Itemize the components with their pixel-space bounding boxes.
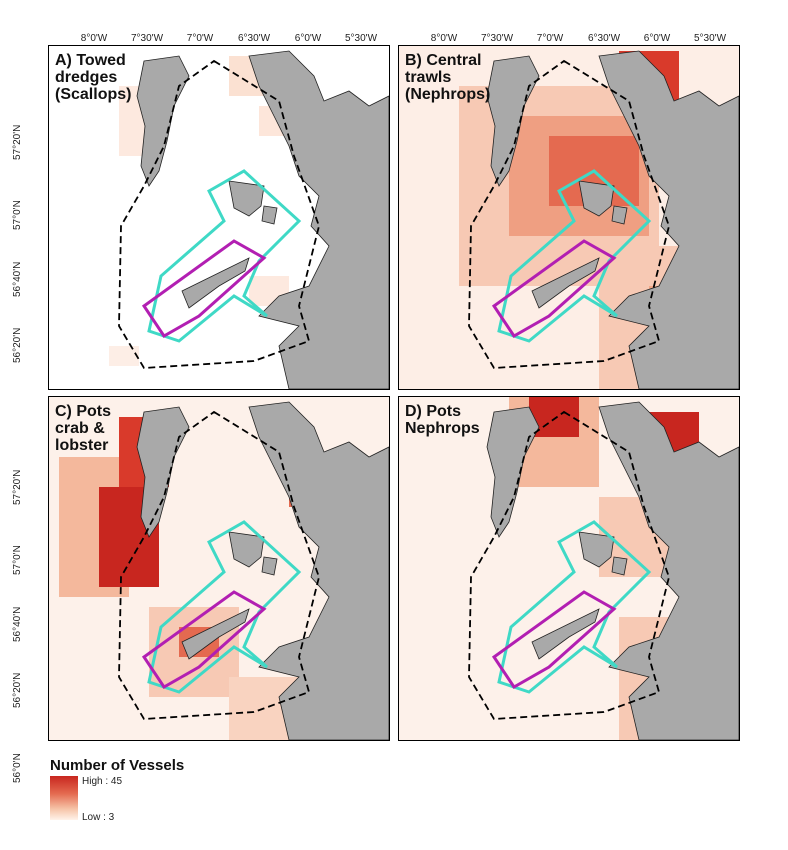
legend-high-label: High : 45	[82, 776, 123, 787]
lon-label: 7°0'W	[536, 33, 564, 44]
legend-low-label: Low : 3	[82, 812, 115, 823]
lat-label: 56°40'N	[12, 261, 23, 297]
lon-label: 8°0'W	[430, 33, 458, 44]
magenta-boundary	[491, 590, 617, 689]
land-mass	[136, 50, 389, 389]
map-panel-a: A) Towed dredges (Scallops)	[48, 45, 390, 390]
legend-title: Number of Vessels	[50, 757, 185, 774]
cyan-boundary	[147, 520, 302, 694]
lat-label: 57°20'N	[12, 469, 23, 505]
lon-label: 6°0'W	[294, 33, 322, 44]
map-panel-d: D) Pots Nephrops	[398, 396, 740, 741]
lat-label: 57°20'N	[12, 124, 23, 160]
lon-label: 6°30'W	[237, 33, 271, 44]
land-mass	[486, 50, 739, 389]
map-panel-b: B) Central trawls (Nephrops)	[398, 45, 740, 390]
lon-label: 7°30'W	[480, 33, 514, 44]
land-mass	[486, 401, 739, 740]
land-mass	[136, 401, 389, 740]
legend-color-ramp	[50, 776, 78, 820]
panel-title: C) Pots crab & lobster	[55, 403, 111, 454]
outer-boundary	[468, 410, 670, 720]
lat-label: 56°40'N	[12, 606, 23, 642]
lat-label: 57°0'N	[12, 200, 23, 230]
outer-boundary	[468, 59, 670, 369]
lon-label: 6°30'W	[587, 33, 621, 44]
outer-boundary	[118, 59, 320, 369]
cyan-boundary	[497, 520, 652, 694]
lon-label: 8°0'W	[80, 33, 108, 44]
lon-label: 6°0'W	[643, 33, 671, 44]
map-d-svg	[399, 397, 739, 740]
cyan-boundary	[497, 169, 652, 343]
lon-label: 7°0'W	[186, 33, 214, 44]
lat-label: 56°20'N	[12, 327, 23, 363]
outer-boundary	[118, 410, 320, 720]
lat-label: 56°20'N	[12, 672, 23, 708]
magenta-boundary	[141, 590, 267, 689]
lon-label: 7°30'W	[130, 33, 164, 44]
map-c-svg	[49, 397, 389, 740]
magenta-boundary	[141, 239, 267, 338]
cyan-boundary	[147, 169, 302, 343]
map-a-svg	[109, 50, 389, 389]
lat-label: 57°0'N	[12, 545, 23, 575]
panel-title: A) Towed dredges (Scallops)	[55, 52, 132, 103]
panel-title: B) Central trawls (Nephrops)	[405, 52, 491, 103]
lon-label: 5°30'W	[344, 33, 378, 44]
lon-label: 5°30'W	[693, 33, 727, 44]
magenta-boundary	[491, 239, 617, 338]
map-b-svg	[399, 46, 739, 389]
map-panel-c: C) Pots crab & lobster	[48, 396, 390, 741]
lat-label: 56°0'N	[12, 753, 23, 783]
panel-title: D) Pots Nephrops	[405, 403, 480, 437]
